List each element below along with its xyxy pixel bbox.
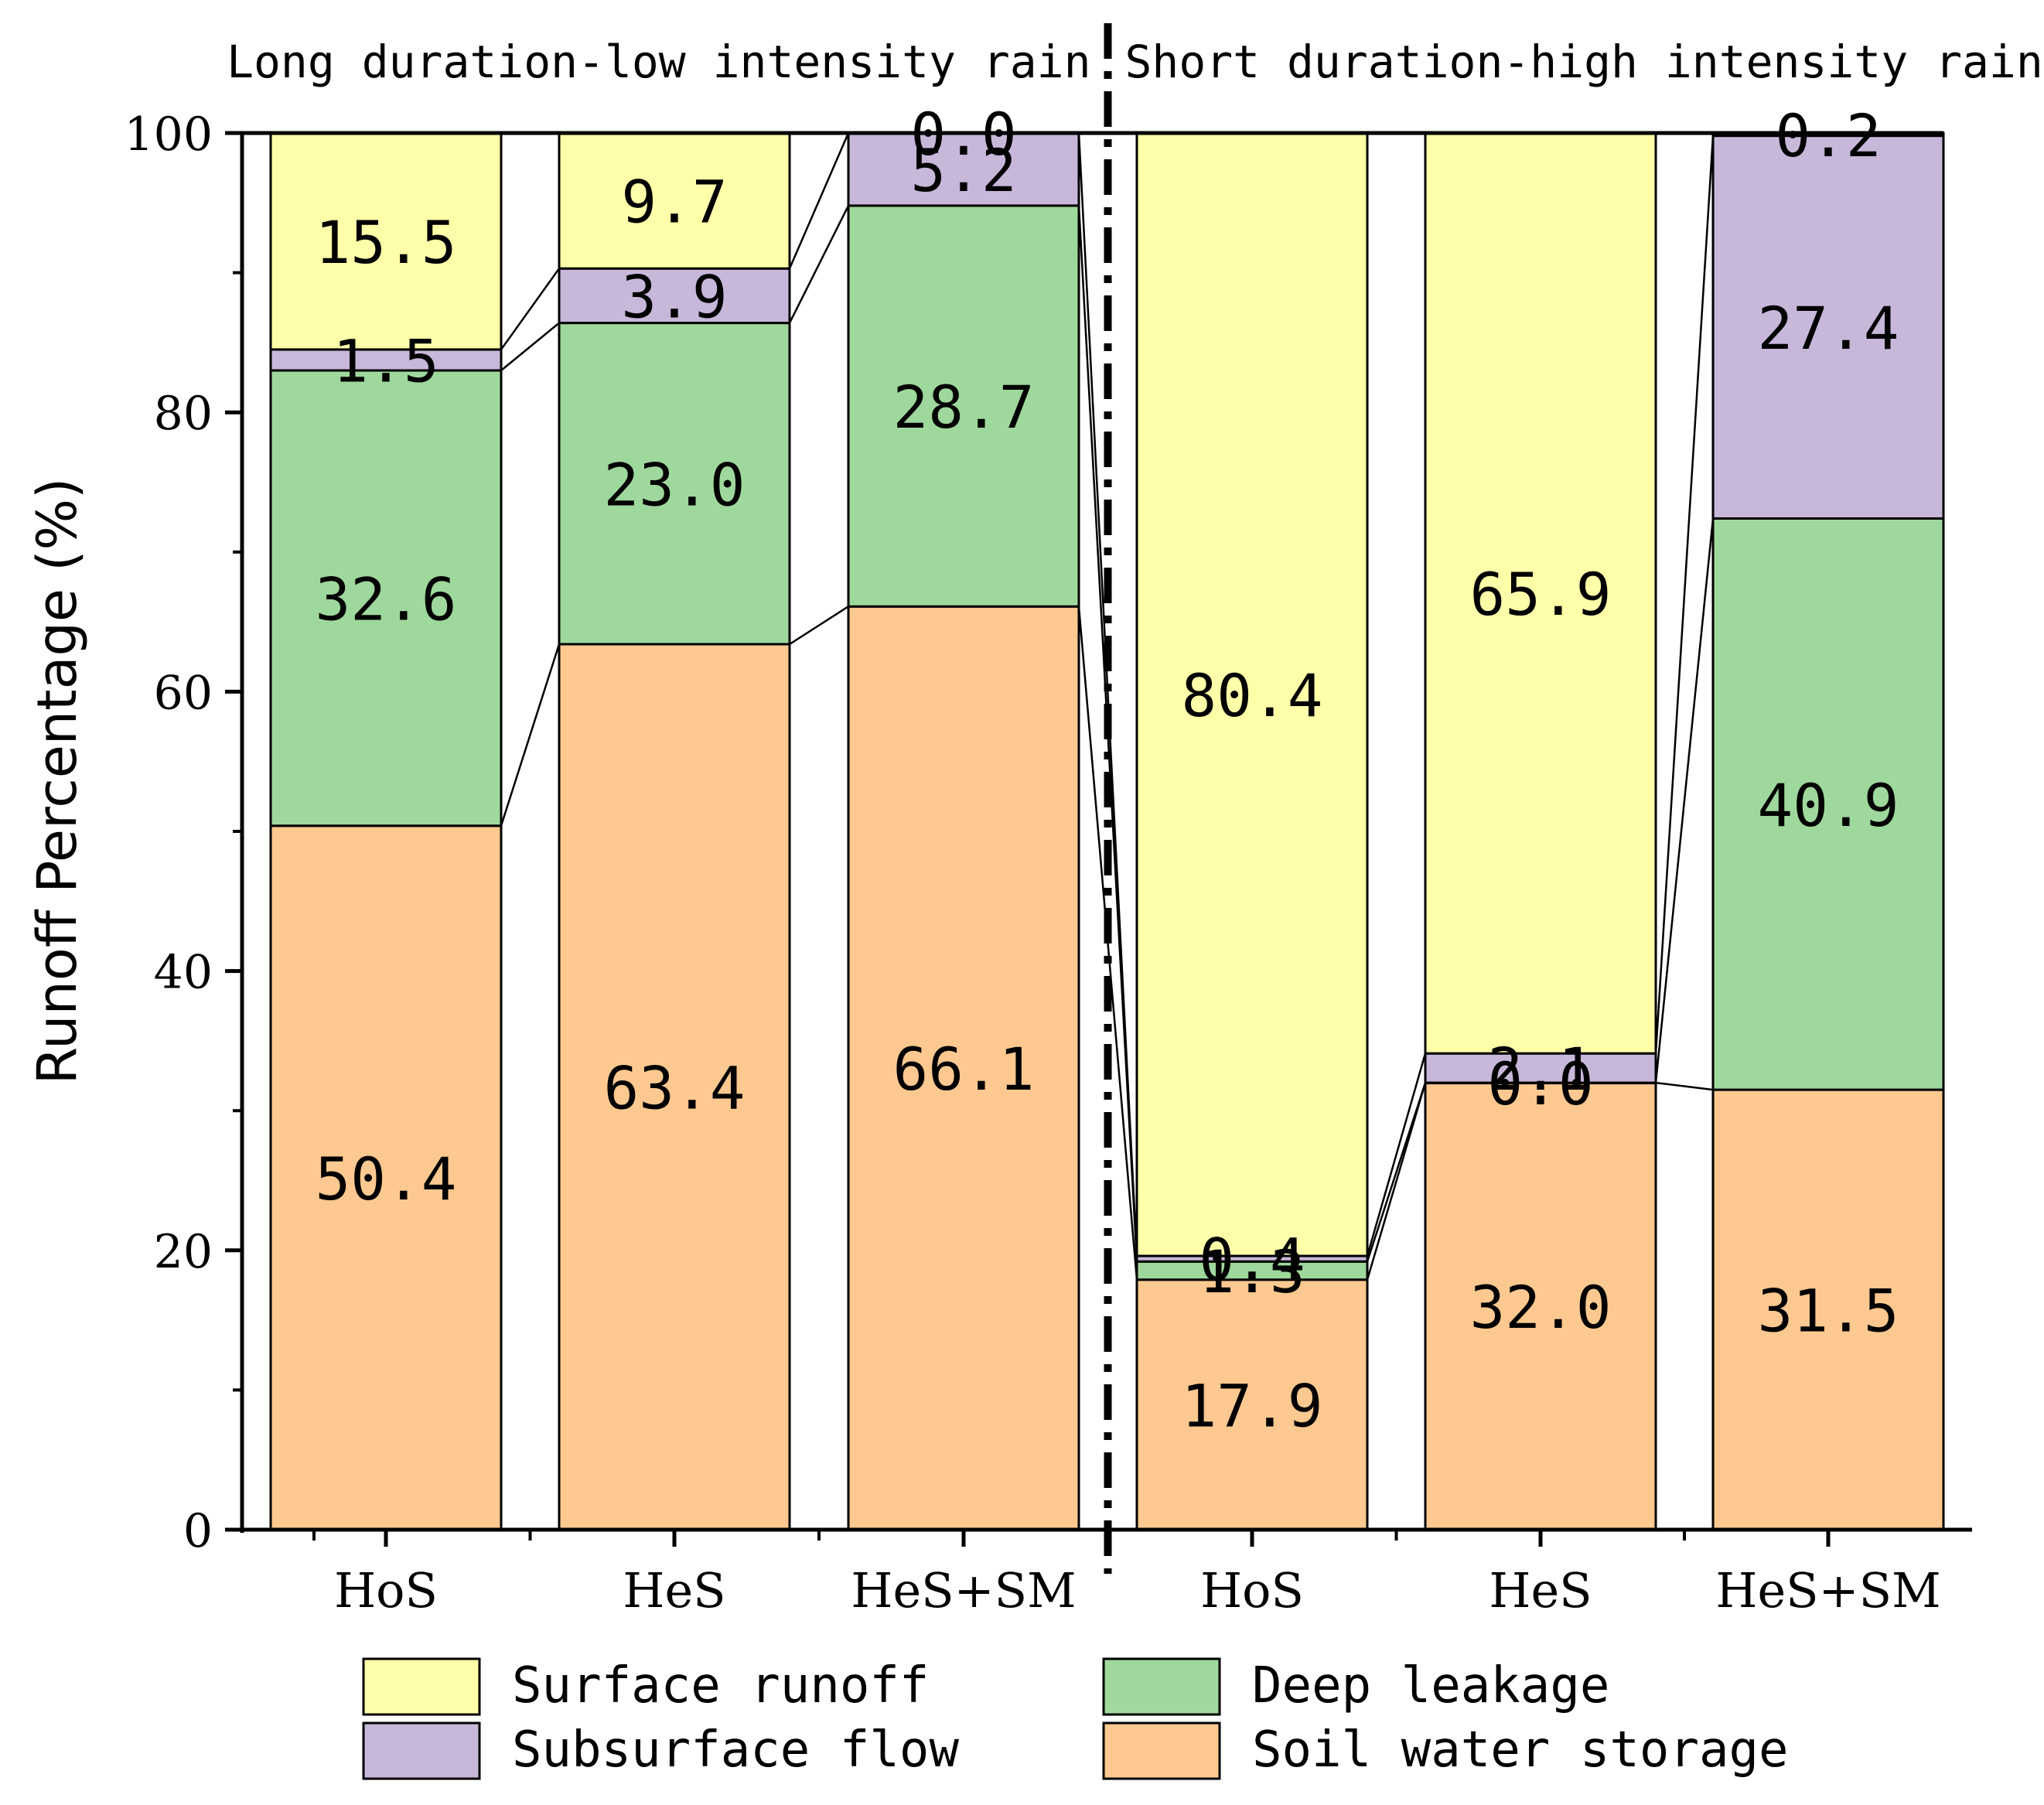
x-tick-label: HoS [334,1562,438,1619]
legend-label: Soil water storage [1252,1721,1789,1779]
bar-segments [269,131,1945,1531]
value-label: 31.5 [1757,1277,1899,1346]
legend-swatch [362,1657,481,1716]
connector-line [1366,1082,1427,1262]
connector-line [789,606,849,646]
value-label: 0.4 [1199,1226,1305,1295]
value-label: 0.0 [1487,1049,1593,1118]
bar-segment [269,348,503,372]
y-tick-label: 0 [183,1504,213,1558]
value-label: 63.4 [603,1053,745,1122]
bar-segment [1424,1081,1657,1531]
connector-line [1654,135,1715,1054]
bar-segment [1711,517,1945,1091]
legend-label: Deep leakage [1252,1657,1609,1715]
value-label: 66.1 [892,1035,1034,1104]
legend-label: Surface runoff [512,1657,929,1715]
value-label: 32.6 [315,565,456,633]
legend: Surface runoff Deep leakage Subsurface flo… [362,1657,1789,1780]
bar-segment [558,322,791,646]
connector-line [788,205,850,324]
group-title-left: Long duration-low intensity rain [227,36,1090,88]
segment-value-labels: 50.463.4 66.117.932.0 31.532.623.028.71.30… [315,100,1899,1440]
connector-line [1077,132,1138,1257]
value-label: 2.1 [1487,1035,1593,1104]
legend-swatch [1102,1657,1221,1716]
bar-segment [1135,1278,1369,1531]
bar-segment [1135,131,1369,1257]
legend-swatch [1102,1721,1221,1780]
value-label: 9.7 [621,168,727,237]
bar-segment [269,824,503,1531]
bar-segment [1711,135,1945,520]
y-tick-label: 20 [154,1225,213,1279]
x-tick-label: HoS [1200,1562,1304,1619]
connector-line [1654,518,1715,1083]
connector-line [1655,1081,1714,1091]
connector-line [500,643,561,827]
x-tick-label: HeS+SM [851,1562,1076,1619]
bar-segment [847,605,1080,1531]
bar-segment [269,131,503,351]
group-title-right: Short duration-high intensity rain [1125,36,2043,88]
connector-line [500,322,560,371]
bar-segment [558,643,791,1531]
bar-segment [847,131,1080,207]
connector-line [500,268,561,350]
x-tick-label: HeS+SM [1715,1562,1940,1619]
value-label: 5.2 [910,136,1016,205]
value-label: 1.3 [1199,1237,1305,1306]
group-titles: Long duration-low intensity rain Short du… [227,36,2043,88]
y-axis-title: Runoff Percentage (%) [26,478,89,1085]
y-tick-label: 100 [124,107,213,162]
bar-segment [1424,131,1657,1055]
value-label: 15.5 [315,208,456,277]
value-label: 3.9 [621,262,727,331]
y-tick-label: 80 [154,387,213,441]
value-label: 0.2 [1775,101,1881,170]
value-label: 50.4 [315,1145,456,1213]
value-label: 27.4 [1757,294,1899,363]
bar-segment [1424,1052,1657,1084]
connector-line [788,132,850,269]
value-label: 40.9 [1757,771,1899,840]
bar-segment [558,131,791,270]
x-tick-label: HeS [623,1562,725,1619]
bar-segment [847,204,1080,608]
bar-segment [558,267,791,325]
value-label: 32.0 [1469,1273,1611,1342]
connector-line [1366,1053,1427,1257]
legend-swatch [362,1721,481,1780]
value-label: 17.9 [1181,1371,1322,1440]
value-label: 1.5 [333,326,438,395]
value-label: 80.4 [1181,661,1322,730]
value-label: 28.7 [892,373,1034,442]
legend-label: Subsurface flow [512,1721,959,1779]
value-label: 23.0 [603,450,745,519]
x-tick-label: HeS [1489,1562,1592,1619]
value-label: 65.9 [1469,560,1611,629]
bar-segment [1711,1088,1945,1531]
y-tick-label: 60 [154,666,213,720]
y-tick-label: 40 [154,946,213,1000]
bar-segment [269,369,503,827]
